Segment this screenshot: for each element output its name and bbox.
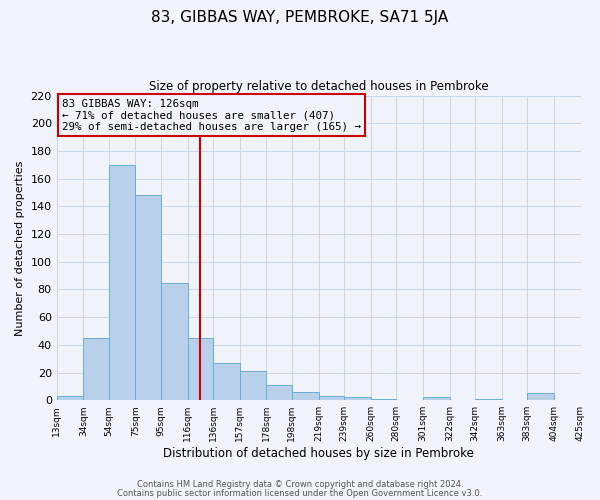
Bar: [136, 196, 161, 400]
Bar: [56, 396, 83, 400]
Bar: [161, 282, 188, 400]
Text: Contains public sector information licensed under the Open Government Licence v3: Contains public sector information licen…: [118, 488, 482, 498]
Bar: [371, 399, 396, 400]
Text: 83 GIBBAS WAY: 126sqm
← 71% of detached houses are smaller (407)
29% of semi-det: 83 GIBBAS WAY: 126sqm ← 71% of detached …: [62, 98, 361, 132]
Bar: [475, 399, 502, 400]
Bar: [83, 338, 109, 400]
Bar: [527, 394, 554, 400]
Text: 83, GIBBAS WAY, PEMBROKE, SA71 5JA: 83, GIBBAS WAY, PEMBROKE, SA71 5JA: [151, 10, 449, 25]
Title: Size of property relative to detached houses in Pembroke: Size of property relative to detached ho…: [149, 80, 488, 93]
Bar: [188, 338, 213, 400]
Bar: [240, 371, 266, 400]
Bar: [344, 398, 371, 400]
Bar: [423, 398, 449, 400]
Bar: [319, 396, 344, 400]
Bar: [109, 165, 136, 400]
X-axis label: Distribution of detached houses by size in Pembroke: Distribution of detached houses by size …: [163, 447, 474, 460]
Bar: [213, 363, 240, 400]
Bar: [266, 385, 292, 400]
Text: Contains HM Land Registry data © Crown copyright and database right 2024.: Contains HM Land Registry data © Crown c…: [137, 480, 463, 489]
Bar: [292, 392, 319, 400]
Y-axis label: Number of detached properties: Number of detached properties: [15, 160, 25, 336]
